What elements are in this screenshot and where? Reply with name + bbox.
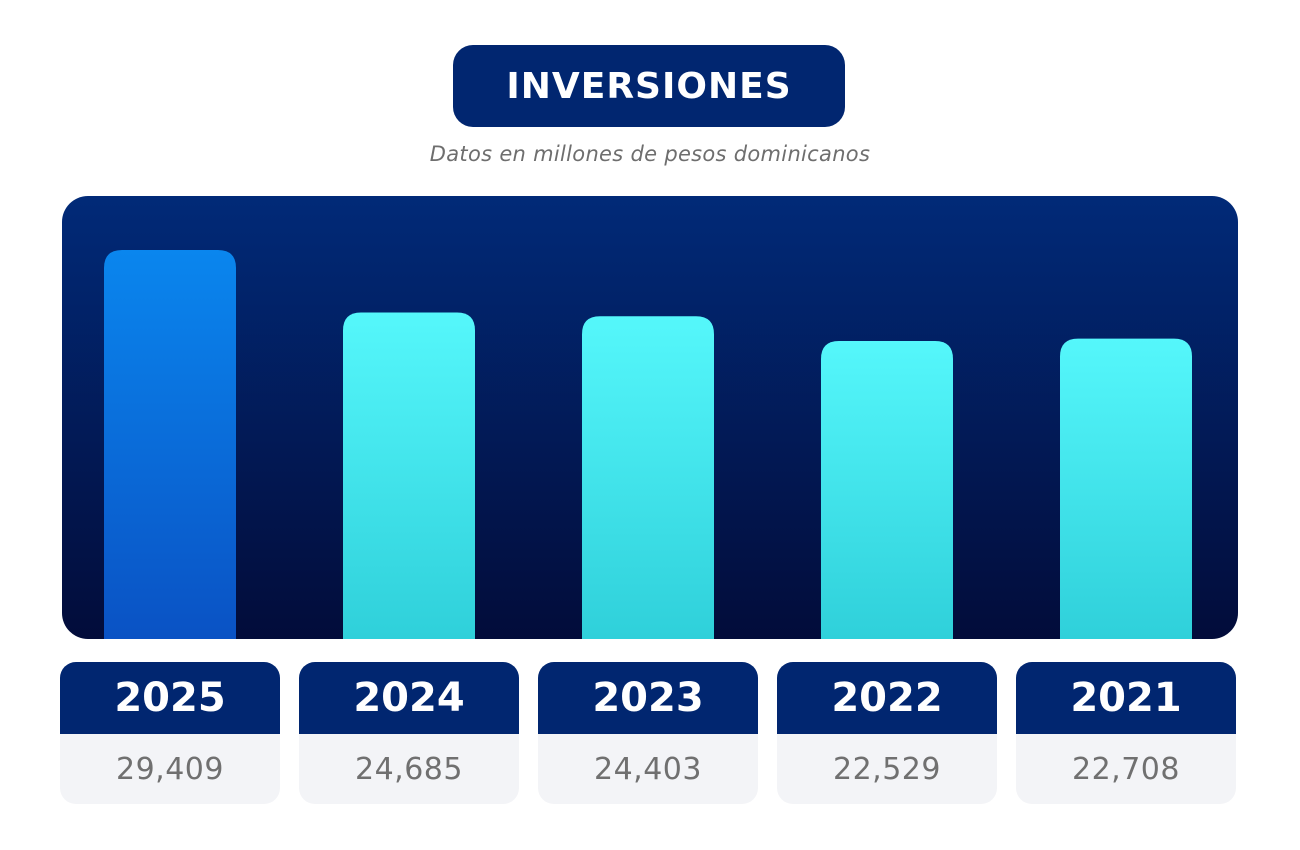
bar-2022 — [821, 341, 953, 639]
chart-subtitle: Datos en millones de pesos dominicanos — [429, 142, 871, 166]
value-label: 24,403 — [594, 751, 702, 787]
bar-2024 — [343, 312, 475, 639]
year-label: 2025 — [60, 662, 280, 734]
value-label: 22,708 — [1072, 751, 1180, 787]
year-label: 2021 — [1016, 662, 1236, 734]
year-label: 2023 — [538, 662, 758, 734]
year-card-2023: 2023 24,403 — [538, 662, 758, 804]
value-label: 29,409 — [116, 751, 224, 787]
bar-2023 — [582, 316, 714, 639]
value-label: 22,529 — [833, 751, 941, 787]
bar-2021 — [1060, 338, 1192, 639]
year-card-2025: 2025 29,409 — [60, 662, 280, 804]
year-card-2024: 2024 24,685 — [299, 662, 519, 804]
year-card-2022: 2022 22,529 — [777, 662, 997, 804]
chart-panel — [62, 196, 1238, 639]
year-label: 2024 — [299, 662, 519, 734]
bar-2025 — [104, 250, 236, 639]
value-label: 24,685 — [355, 751, 463, 787]
chart-title: INVERSIONES — [453, 45, 845, 127]
bar-chart — [62, 196, 1238, 639]
year-label: 2022 — [777, 662, 997, 734]
year-card-2021: 2021 22,708 — [1016, 662, 1236, 804]
